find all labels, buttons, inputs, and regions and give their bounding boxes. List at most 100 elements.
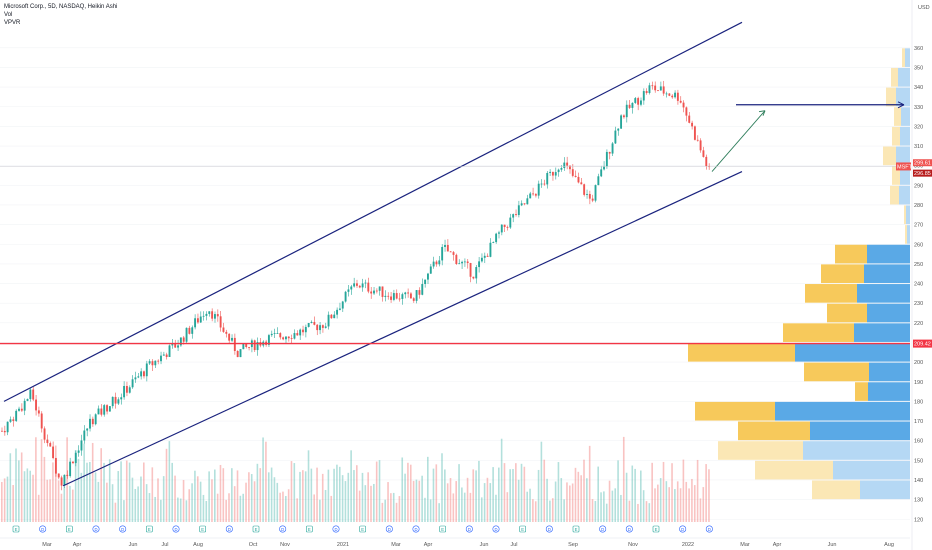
time-axis[interactable]: Mar Apr Jun Jul Aug Oct Nov 2021 Mar Apr Jun Jul Sep… bbox=[0, 537, 910, 548]
volume-bar bbox=[458, 464, 460, 522]
volume-bar bbox=[321, 473, 324, 522]
volume-bar bbox=[18, 460, 20, 522]
volume-bar bbox=[137, 486, 139, 522]
volume-bar bbox=[668, 487, 670, 522]
earnings-marker[interactable]: E bbox=[519, 525, 526, 533]
price-badge[interactable]: 299.61 bbox=[913, 159, 932, 167]
earnings-marker[interactable]: E bbox=[652, 525, 660, 533]
price-axis[interactable]: USD1201301401501601701801902002102202302… bbox=[896, 0, 932, 550]
time-tick-label: Aug bbox=[884, 542, 894, 548]
earnings-marker[interactable]: E bbox=[439, 525, 446, 533]
dividend-marker[interactable]: D bbox=[465, 525, 473, 533]
candle bbox=[586, 193, 588, 195]
price-badge[interactable]: 209.42 bbox=[913, 339, 932, 348]
dividend-marker[interactable]: D bbox=[599, 525, 607, 533]
volume-bar bbox=[276, 482, 279, 522]
volume-bar bbox=[512, 469, 514, 522]
price-tick-label: 340 bbox=[914, 85, 923, 91]
candle bbox=[427, 273, 429, 280]
candle bbox=[415, 290, 418, 301]
candle bbox=[145, 363, 148, 377]
candle bbox=[287, 336, 290, 339]
price-tick-label: 360 bbox=[914, 46, 923, 52]
volume-bar bbox=[148, 493, 151, 522]
vpvr-up-bar bbox=[905, 48, 910, 67]
earnings-marker[interactable]: E bbox=[66, 525, 73, 533]
candle bbox=[503, 224, 506, 227]
candle bbox=[444, 244, 446, 247]
volume-bar bbox=[165, 448, 168, 522]
dividend-marker[interactable]: D bbox=[332, 525, 340, 533]
dividend-marker[interactable]: D bbox=[92, 525, 100, 533]
earnings-marker[interactable]: E bbox=[359, 525, 366, 533]
candle bbox=[236, 350, 239, 358]
earnings-marker[interactable]: E bbox=[252, 525, 260, 533]
volume-bar bbox=[392, 492, 395, 522]
symbol-title[interactable]: Microsoft Corp., 5D, NASDAQ, Heikin Ashi bbox=[4, 4, 118, 10]
dividend-marker[interactable]: D bbox=[492, 525, 500, 533]
price-badge[interactable]: 296.85 bbox=[913, 169, 932, 178]
dividend-marker[interactable]: D bbox=[385, 525, 393, 533]
price-badge-text: 299.61 bbox=[914, 161, 931, 167]
dividend-marker[interactable]: D bbox=[39, 525, 47, 533]
candle bbox=[631, 102, 634, 108]
vpvr-down-bar bbox=[894, 107, 901, 126]
volume-bar bbox=[654, 488, 656, 522]
candle bbox=[336, 309, 339, 315]
price-badge-text: 296.85 bbox=[914, 171, 931, 177]
earnings-marker[interactable]: E bbox=[12, 525, 20, 533]
dividend-marker[interactable]: D bbox=[279, 525, 287, 533]
dividend-marker[interactable]: D bbox=[679, 525, 687, 533]
drawings[interactable] bbox=[0, 21, 910, 487]
earnings-badge bbox=[519, 525, 526, 533]
dividend-marker[interactable]: D bbox=[119, 525, 127, 533]
candle bbox=[310, 321, 313, 323]
dividend-marker[interactable]: D bbox=[172, 525, 180, 533]
candle bbox=[57, 473, 60, 478]
volume-bar bbox=[526, 491, 528, 522]
volume-bar bbox=[341, 475, 344, 522]
earnings-marker[interactable]: E bbox=[199, 525, 206, 533]
candle bbox=[165, 354, 168, 357]
ticker-badge[interactable]: MSFT bbox=[896, 162, 913, 171]
volume-bar bbox=[395, 502, 398, 522]
dividend-marker[interactable]: D bbox=[625, 525, 633, 533]
volume-bar bbox=[151, 467, 154, 522]
dividend-marker[interactable]: D bbox=[225, 525, 233, 533]
price-tick-label: 150 bbox=[914, 458, 923, 464]
volume-bar bbox=[344, 481, 347, 522]
volume-indicator-label[interactable]: Vol bbox=[4, 12, 13, 18]
candle bbox=[296, 333, 299, 336]
channel-line bbox=[62, 171, 743, 487]
time-tick-label: Nov bbox=[280, 542, 290, 548]
time-tick-label: Sep bbox=[568, 542, 578, 548]
price-tick-label: 240 bbox=[914, 282, 923, 288]
volume-bar bbox=[77, 458, 80, 522]
volume-bar bbox=[569, 485, 571, 522]
time-tick-label: Apr bbox=[73, 542, 82, 548]
earnings-marker[interactable]: E bbox=[146, 525, 153, 533]
candle bbox=[338, 308, 341, 310]
volume-bar bbox=[563, 499, 565, 522]
currency-label[interactable]: USD bbox=[918, 5, 930, 11]
price-badge-text: 209.42 bbox=[914, 342, 931, 348]
volume-bar bbox=[259, 468, 262, 522]
candle bbox=[611, 143, 614, 154]
earnings-badge bbox=[12, 525, 20, 533]
volume-bar bbox=[231, 468, 233, 522]
candle bbox=[452, 252, 455, 255]
earnings-marker[interactable]: E bbox=[572, 525, 580, 533]
earnings-marker[interactable]: E bbox=[306, 525, 313, 533]
volume-bar bbox=[415, 479, 418, 522]
candle bbox=[137, 376, 140, 378]
marker-letter: E bbox=[201, 527, 204, 532]
vpvr-indicator-label[interactable]: VPVR bbox=[4, 20, 21, 26]
dividend-marker[interactable]: D bbox=[412, 525, 420, 533]
dividend-marker[interactable]: D bbox=[545, 525, 553, 533]
candle bbox=[219, 316, 222, 328]
dividend-marker[interactable]: D bbox=[705, 525, 713, 533]
candle bbox=[475, 267, 478, 279]
